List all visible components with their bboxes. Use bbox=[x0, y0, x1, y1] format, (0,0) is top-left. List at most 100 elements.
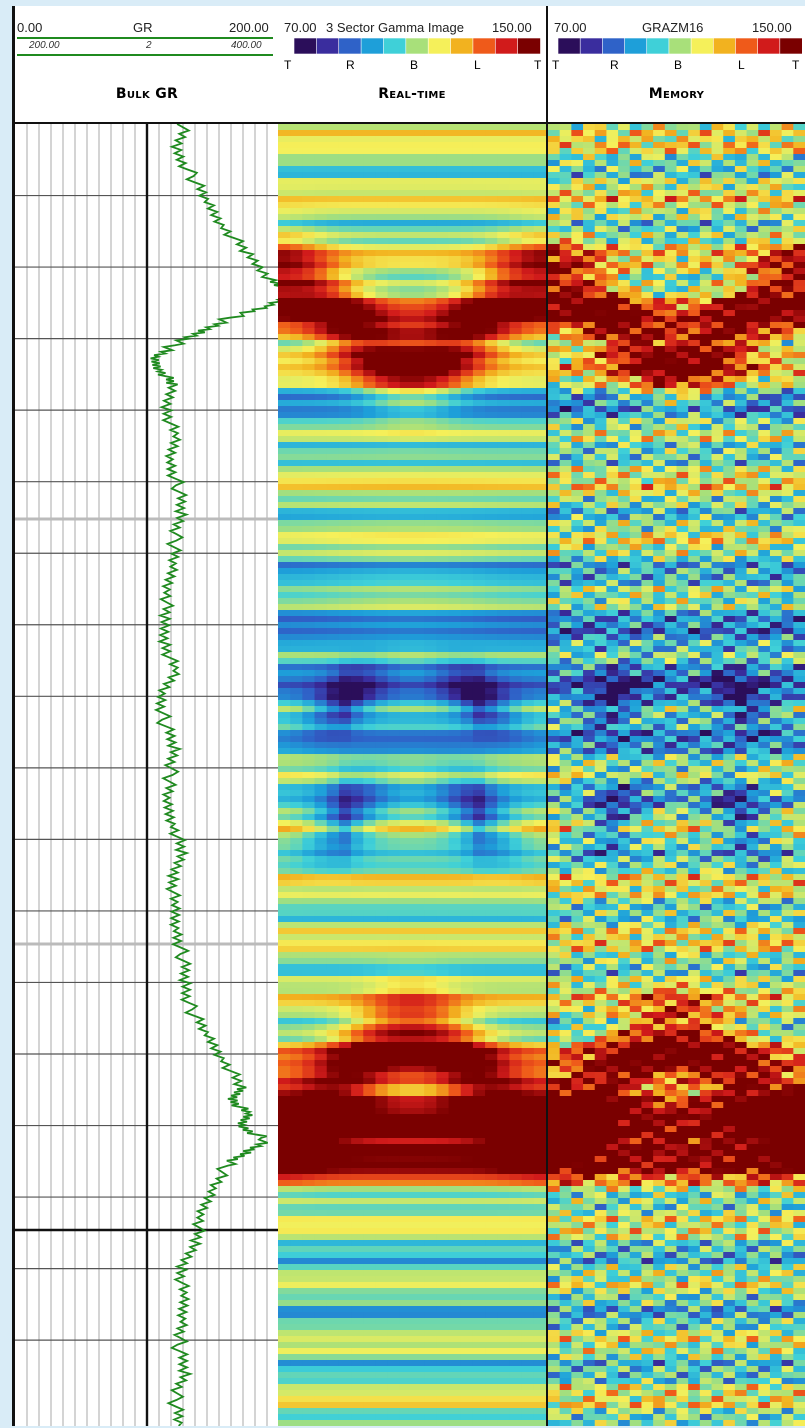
image-pixel bbox=[363, 154, 376, 160]
image-pixel bbox=[461, 760, 474, 766]
image-pixel bbox=[461, 1396, 474, 1402]
image-pixel bbox=[339, 700, 352, 706]
image-pixel bbox=[388, 1150, 401, 1156]
image-pixel bbox=[534, 892, 546, 898]
image-pixel bbox=[400, 298, 413, 304]
image-pixel bbox=[302, 1336, 315, 1342]
image-pixel bbox=[375, 676, 388, 682]
image-pixel bbox=[339, 1108, 352, 1114]
image-pixel bbox=[522, 1408, 535, 1414]
image-pixel bbox=[424, 1024, 437, 1030]
image-pixel bbox=[278, 688, 291, 694]
image-pixel bbox=[400, 412, 413, 418]
image-pixel bbox=[522, 136, 535, 142]
image-pixel bbox=[388, 664, 401, 670]
image-pixel bbox=[290, 328, 303, 334]
image-pixel bbox=[302, 436, 315, 442]
image-pixel bbox=[534, 886, 546, 892]
image-pixel bbox=[485, 538, 498, 544]
image-pixel bbox=[424, 598, 437, 604]
image-pixel bbox=[412, 298, 425, 304]
image-pixel bbox=[424, 1414, 437, 1420]
image-pixel bbox=[485, 724, 498, 730]
image-pixel bbox=[278, 334, 291, 340]
image-pixel bbox=[302, 454, 315, 460]
image-pixel bbox=[497, 700, 510, 706]
image-pixel bbox=[449, 1246, 462, 1252]
image-pixel bbox=[302, 208, 315, 214]
image-pixel bbox=[339, 922, 352, 928]
image-pixel bbox=[497, 1144, 510, 1150]
image-pixel bbox=[461, 952, 474, 958]
image-pixel bbox=[363, 856, 376, 862]
image-pixel bbox=[461, 970, 474, 976]
image-pixel bbox=[351, 1126, 364, 1132]
image-pixel bbox=[449, 598, 462, 604]
image-pixel bbox=[290, 394, 303, 400]
image-pixel bbox=[449, 250, 462, 256]
image-pixel bbox=[375, 532, 388, 538]
image-pixel bbox=[302, 268, 315, 274]
image-pixel bbox=[315, 1168, 328, 1174]
image-pixel bbox=[302, 1168, 315, 1174]
image-pixel bbox=[424, 184, 437, 190]
image-pixel bbox=[449, 670, 462, 676]
image-pixel bbox=[653, 124, 665, 130]
image-pixel bbox=[315, 508, 328, 514]
image-pixel bbox=[278, 976, 291, 982]
image-pixel bbox=[400, 1138, 413, 1144]
image-pixel bbox=[497, 400, 510, 406]
image-pixel bbox=[375, 1288, 388, 1294]
image-pixel bbox=[449, 244, 462, 250]
image-pixel bbox=[302, 1186, 315, 1192]
image-pixel bbox=[388, 400, 401, 406]
image-pixel bbox=[497, 1420, 510, 1426]
image-pixel bbox=[534, 670, 546, 676]
image-pixel bbox=[363, 964, 376, 970]
image-pixel bbox=[485, 1198, 498, 1204]
image-pixel bbox=[424, 1270, 437, 1276]
image-pixel bbox=[290, 742, 303, 748]
image-pixel bbox=[290, 1252, 303, 1258]
image-pixel bbox=[363, 658, 376, 664]
image-pixel bbox=[497, 538, 510, 544]
image-pixel bbox=[436, 1174, 449, 1180]
image-pixel bbox=[509, 466, 522, 472]
image-pixel bbox=[412, 550, 425, 556]
image-pixel bbox=[315, 754, 328, 760]
image-pixel bbox=[351, 250, 364, 256]
image-pixel bbox=[461, 892, 474, 898]
image-pixel bbox=[375, 1084, 388, 1090]
image-pixel bbox=[388, 964, 401, 970]
image-pixel bbox=[375, 454, 388, 460]
image-pixel bbox=[375, 832, 388, 838]
image-pixel bbox=[436, 1234, 449, 1240]
image-pixel bbox=[327, 298, 340, 304]
image-pixel bbox=[327, 1258, 340, 1264]
image-pixel bbox=[339, 1072, 352, 1078]
image-pixel bbox=[473, 574, 486, 580]
image-pixel bbox=[485, 1300, 498, 1306]
image-pixel bbox=[424, 1216, 437, 1222]
image-pixel bbox=[327, 1246, 340, 1252]
image-pixel bbox=[278, 1366, 291, 1372]
image-pixel bbox=[473, 760, 486, 766]
image-pixel bbox=[449, 682, 462, 688]
image-pixel bbox=[412, 1306, 425, 1312]
image-pixel bbox=[339, 1336, 352, 1342]
image-pixel bbox=[497, 328, 510, 334]
image-pixel bbox=[522, 964, 535, 970]
image-pixel bbox=[461, 214, 474, 220]
image-pixel bbox=[436, 1006, 449, 1012]
image-pixel bbox=[375, 1078, 388, 1084]
image-pixel bbox=[327, 1156, 340, 1162]
image-pixel bbox=[400, 934, 413, 940]
image-pixel bbox=[388, 850, 401, 856]
image-pixel bbox=[497, 826, 510, 832]
image-pixel bbox=[363, 1072, 376, 1078]
image-pixel bbox=[400, 610, 413, 616]
image-pixel bbox=[278, 760, 291, 766]
image-pixel bbox=[424, 1210, 437, 1216]
image-pixel bbox=[351, 364, 364, 370]
image-pixel bbox=[534, 226, 546, 232]
